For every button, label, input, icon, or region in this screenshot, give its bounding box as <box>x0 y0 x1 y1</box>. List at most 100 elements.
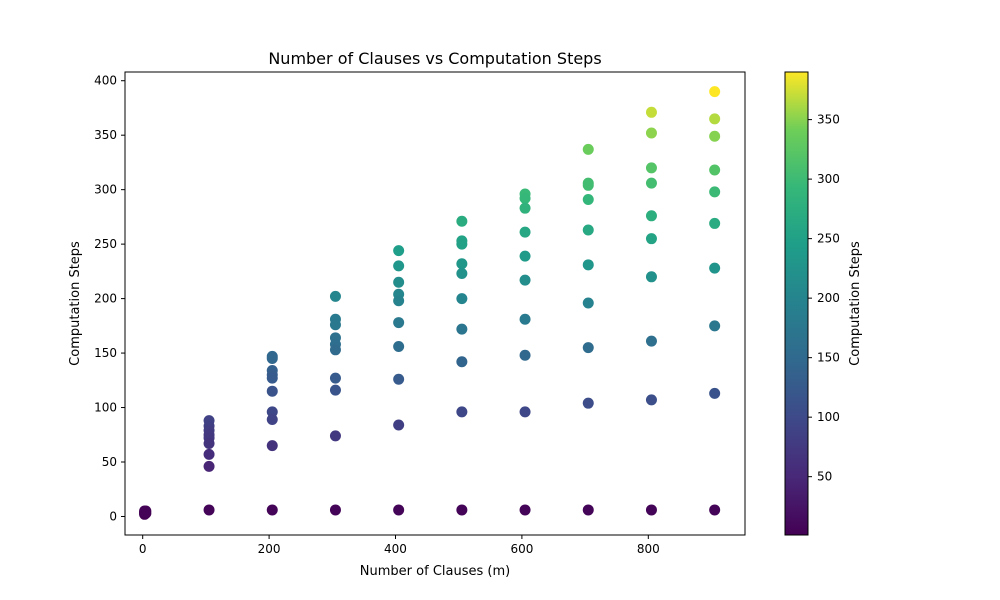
data-point <box>456 323 468 335</box>
data-point <box>393 317 405 329</box>
data-point <box>393 245 405 257</box>
colorbar <box>784 71 809 536</box>
y-tick-label: 50 <box>102 455 117 469</box>
data-point <box>709 504 721 516</box>
data-point <box>393 504 405 516</box>
colorbar-tick-label: 300 <box>817 172 840 186</box>
data-point <box>329 372 341 384</box>
x-tick-label: 600 <box>510 542 533 556</box>
data-point <box>645 177 657 189</box>
data-point <box>456 504 468 516</box>
x-axis-ticks: 0 200 400 600 800 <box>139 535 660 556</box>
colorbar-tick-label: 100 <box>817 410 840 424</box>
data-point <box>645 233 657 245</box>
data-point <box>519 274 531 286</box>
data-point <box>709 86 721 98</box>
data-point <box>266 504 278 516</box>
y-tick-label: 0 <box>109 509 117 523</box>
x-tick-label: 0 <box>139 542 147 556</box>
data-point <box>456 258 468 270</box>
y-axis-ticks: 0 50 100 150 200 250 300 350 400 <box>94 74 125 523</box>
colorbar-label: Computation Steps <box>848 241 863 366</box>
colorbar-ticks: 50 100 150 200 250 300 350 <box>808 113 840 484</box>
data-point <box>519 504 531 516</box>
data-point <box>329 290 341 302</box>
data-point <box>582 397 594 409</box>
data-point <box>393 260 405 272</box>
data-point <box>582 143 594 155</box>
data-point <box>266 372 278 384</box>
data-point <box>393 419 405 431</box>
data-point <box>709 320 721 332</box>
data-point <box>645 210 657 222</box>
data-point <box>582 193 594 205</box>
colorbar-tick-label: 350 <box>817 113 840 127</box>
data-point <box>266 414 278 426</box>
data-point <box>582 297 594 309</box>
data-point <box>393 341 405 353</box>
data-point <box>519 349 531 361</box>
data-point <box>203 460 215 472</box>
data-point <box>203 448 215 460</box>
data-point <box>709 217 721 229</box>
data-point <box>456 356 468 368</box>
data-point <box>456 406 468 418</box>
y-tick-label: 250 <box>94 237 117 251</box>
data-point <box>393 295 405 307</box>
data-point <box>709 113 721 125</box>
x-tick-label: 800 <box>637 542 660 556</box>
data-point <box>519 192 531 204</box>
y-tick-label: 400 <box>94 74 117 88</box>
x-axis-label: Number of Clauses (m) <box>360 564 510 579</box>
data-point <box>139 506 151 518</box>
data-point <box>582 179 594 191</box>
colorbar-tick-label: 150 <box>817 351 840 365</box>
y-tick-label: 100 <box>94 401 117 415</box>
data-point <box>266 385 278 397</box>
data-point <box>329 319 341 331</box>
data-point <box>519 202 531 214</box>
data-point <box>645 106 657 118</box>
y-tick-label: 200 <box>94 292 117 306</box>
y-tick-label: 350 <box>94 128 117 142</box>
data-point <box>709 186 721 198</box>
data-point <box>645 335 657 347</box>
data-point <box>582 504 594 516</box>
data-point <box>582 342 594 354</box>
data-point <box>329 504 341 516</box>
data-point <box>645 504 657 516</box>
colorbar-tick-label: 50 <box>817 470 832 484</box>
colorbar-tick-label: 200 <box>817 291 840 305</box>
x-tick-label: 400 <box>384 542 407 556</box>
data-point <box>329 430 341 442</box>
data-point <box>329 344 341 356</box>
data-point <box>456 293 468 305</box>
data-point <box>645 271 657 283</box>
data-point <box>645 162 657 174</box>
data-point <box>393 373 405 385</box>
y-axis-label: Computation Steps <box>68 241 83 366</box>
data-point <box>203 437 215 449</box>
y-tick-label: 300 <box>94 183 117 197</box>
data-point <box>203 504 215 516</box>
data-point <box>519 250 531 262</box>
data-points <box>139 86 721 520</box>
data-point <box>709 130 721 142</box>
data-point <box>645 394 657 406</box>
data-point <box>456 268 468 280</box>
data-point <box>582 259 594 271</box>
plot-frame <box>124 71 746 536</box>
data-point <box>266 406 278 418</box>
data-point <box>519 226 531 238</box>
data-point <box>709 387 721 399</box>
y-tick-label: 150 <box>94 346 117 360</box>
data-point <box>519 406 531 418</box>
x-tick-label: 200 <box>258 542 281 556</box>
data-point <box>266 353 278 365</box>
colorbar-tick-label: 250 <box>817 232 840 246</box>
data-point <box>519 313 531 325</box>
data-point <box>266 440 278 452</box>
data-point <box>456 238 468 250</box>
chart-title: Number of Clauses vs Computation Steps <box>268 49 601 68</box>
